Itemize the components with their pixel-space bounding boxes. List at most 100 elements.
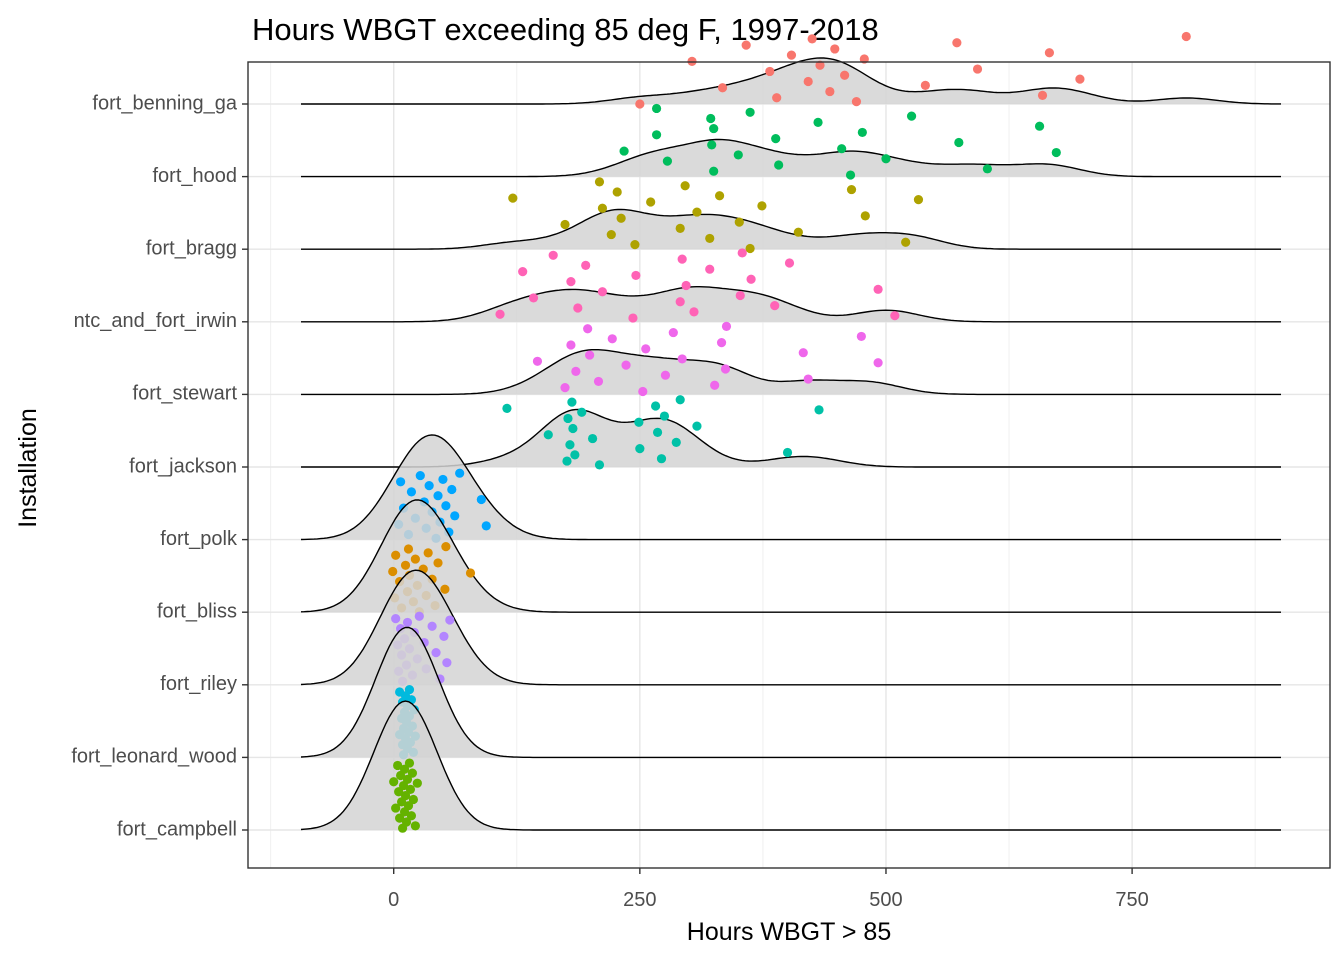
point: [709, 166, 719, 176]
point: [587, 433, 598, 444]
point: [741, 40, 751, 50]
point: [583, 324, 593, 334]
point: [502, 403, 512, 413]
point: [634, 417, 644, 427]
point: [846, 184, 857, 195]
point: [408, 794, 419, 805]
point: [757, 201, 767, 211]
point: [412, 778, 422, 788]
point: [709, 123, 719, 134]
point: [433, 558, 443, 568]
point: [621, 360, 631, 370]
point: [814, 405, 824, 415]
point: [771, 134, 781, 144]
y-tick-label: fort_polk: [160, 528, 238, 550]
point: [528, 293, 539, 303]
point: [532, 356, 543, 366]
point: [616, 213, 626, 223]
point: [1044, 48, 1055, 58]
y-tick-label: fort_leonard_wood: [71, 746, 237, 768]
point: [651, 130, 662, 140]
density-area: [301, 286, 1281, 322]
point: [807, 34, 817, 44]
point: [857, 127, 867, 138]
point: [638, 386, 648, 397]
density-area: [301, 58, 1281, 104]
y-tick-label: fort_riley: [160, 673, 237, 695]
point: [585, 350, 595, 360]
point: [798, 348, 808, 358]
y-tick-label: fort_bliss: [157, 600, 237, 622]
point: [705, 233, 715, 244]
point: [566, 277, 576, 287]
point: [677, 254, 687, 264]
point: [400, 791, 411, 801]
point: [400, 560, 411, 570]
point: [851, 97, 862, 107]
point: [427, 621, 437, 631]
point: [414, 611, 424, 621]
point: [597, 203, 608, 213]
point: [830, 44, 840, 54]
point: [770, 301, 780, 311]
point: [439, 631, 449, 641]
point: [403, 801, 414, 811]
point: [714, 191, 725, 201]
point: [404, 685, 415, 695]
point: [859, 54, 869, 64]
point: [391, 550, 401, 560]
point: [1034, 121, 1045, 131]
point: [860, 211, 870, 221]
panel-border: [247, 61, 1331, 869]
point: [389, 777, 399, 787]
point: [813, 117, 823, 127]
density-line: [301, 57, 1281, 105]
point: [705, 264, 715, 274]
point: [906, 111, 917, 121]
point: [675, 395, 685, 405]
point: [840, 70, 850, 80]
y-tick-label: fort_jackson: [129, 455, 237, 477]
point: [825, 86, 835, 97]
point: [733, 150, 743, 160]
point: [1051, 147, 1061, 158]
point: [543, 430, 553, 440]
point: [689, 307, 699, 317]
point: [1075, 74, 1085, 84]
point: [407, 768, 418, 778]
point: [710, 380, 720, 390]
point: [594, 460, 605, 470]
point: [652, 427, 663, 437]
point: [619, 146, 629, 156]
density-line: [301, 349, 1281, 396]
density-line: [300, 569, 1281, 686]
y-tick-label: fort_bragg: [146, 237, 237, 259]
point: [394, 787, 404, 797]
point: [581, 260, 591, 270]
point: [403, 544, 414, 554]
point: [746, 274, 756, 284]
point: [606, 229, 616, 240]
point: [563, 413, 573, 424]
point: [972, 64, 983, 74]
y-tick-label: fort_stewart: [133, 383, 238, 405]
point: [560, 219, 570, 230]
point: [680, 181, 690, 191]
point: [815, 60, 825, 70]
point: [786, 50, 797, 60]
point: [720, 364, 731, 374]
point: [716, 338, 727, 348]
point: [431, 648, 441, 658]
point: [650, 401, 661, 411]
point: [668, 327, 678, 338]
point: [406, 487, 417, 497]
point: [388, 566, 398, 577]
point: [630, 240, 640, 250]
point: [455, 468, 465, 478]
point: [441, 501, 451, 511]
y-tick-label: fort_campbell: [117, 818, 237, 840]
point: [1037, 90, 1048, 101]
point: [745, 243, 755, 254]
density-line: [301, 286, 1281, 323]
